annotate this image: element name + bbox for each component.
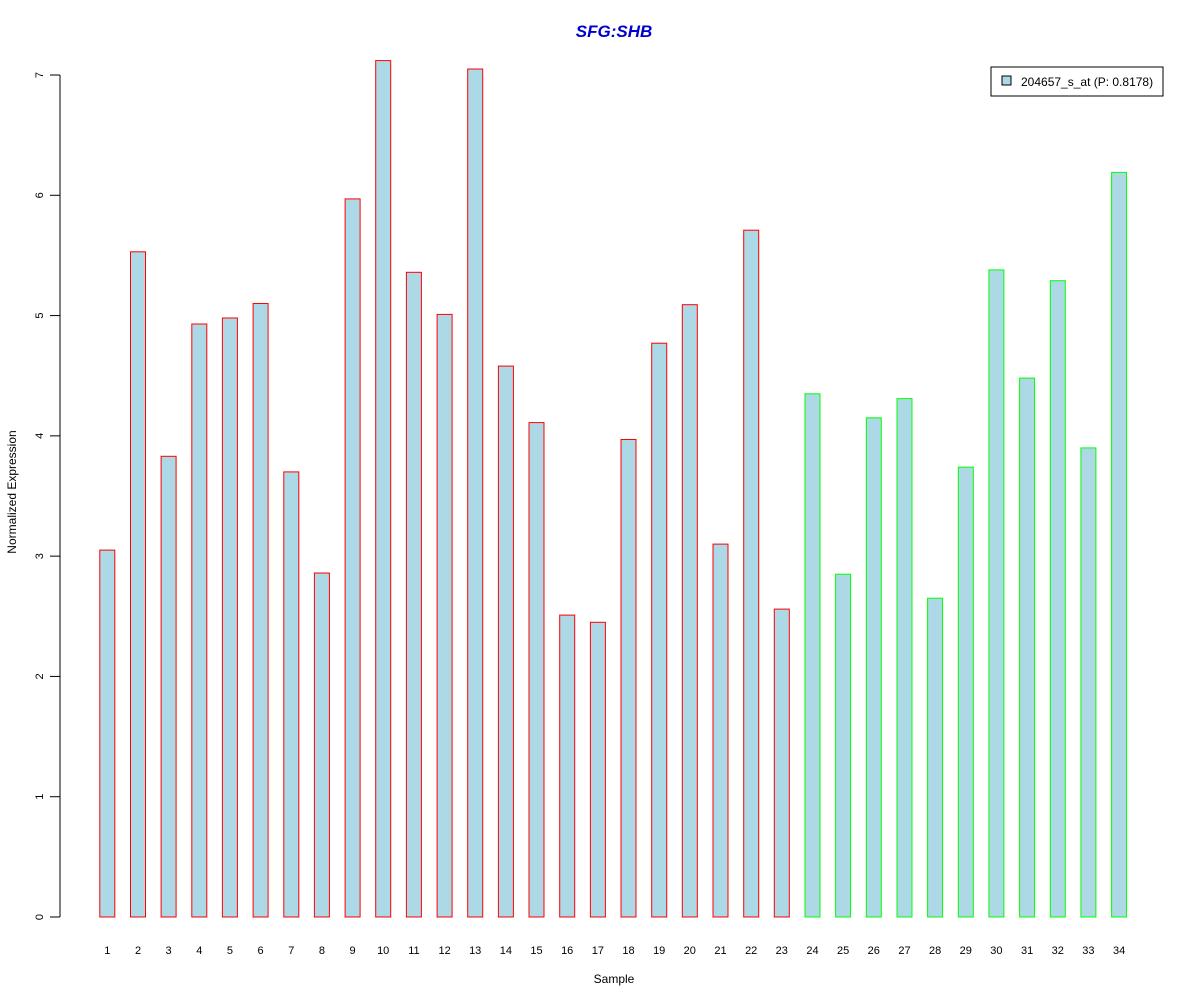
bar-sample-24 xyxy=(804,393,821,918)
bar-sample-9 xyxy=(344,198,361,918)
bar-sample-10 xyxy=(375,60,392,918)
bar-sample-11 xyxy=(405,271,422,918)
x-tick-label: 28 xyxy=(929,945,941,957)
x-tick-label: 19 xyxy=(653,945,665,957)
y-tick-label: 7 xyxy=(34,72,46,78)
bar-sample-26 xyxy=(865,417,882,918)
x-tick-label: 7 xyxy=(288,945,294,957)
y-axis: 0 1 2 3 4 5 6 7 xyxy=(34,72,61,920)
x-tick-label: 31 xyxy=(1021,945,1033,957)
bar-sample-7 xyxy=(283,471,300,918)
bar-sample-25 xyxy=(835,573,852,918)
x-tick-label: 11 xyxy=(408,945,419,957)
bar-sample-12 xyxy=(436,313,453,918)
bars-group xyxy=(99,60,1128,918)
y-axis-label: Normalized Expression xyxy=(5,430,19,553)
bar-sample-29 xyxy=(957,466,974,918)
legend: 204657_s_at (P: 0.8178) xyxy=(990,66,1164,97)
x-axis: 1 2 3 4 5 6 7 8 9 10 11 12 13 14 15 16 17 18 19 20 21 22 23 24 2… xyxy=(104,945,1125,957)
x-tick-label: 13 xyxy=(469,945,481,957)
bar-sample-17 xyxy=(589,621,606,918)
x-tick-label: 16 xyxy=(561,945,573,957)
bar-sample-34 xyxy=(1111,171,1128,918)
bar-sample-27 xyxy=(896,398,913,918)
bar-sample-5 xyxy=(221,317,238,918)
y-tick-label: 6 xyxy=(34,192,46,198)
x-tick-label: 29 xyxy=(960,945,972,957)
bar-sample-4 xyxy=(191,323,208,918)
bar-sample-8 xyxy=(313,572,330,918)
x-tick-label: 2 xyxy=(135,945,141,957)
bar-sample-23 xyxy=(773,608,790,918)
bar-sample-15 xyxy=(528,422,545,918)
x-tick-label: 1 xyxy=(104,945,110,957)
bar-sample-18 xyxy=(620,439,637,918)
bar-sample-33 xyxy=(1080,447,1097,918)
x-tick-label: 34 xyxy=(1113,945,1125,957)
bar-sample-19 xyxy=(651,342,668,918)
x-tick-label: 14 xyxy=(500,945,512,957)
chart-title: SFG:SHB xyxy=(576,22,653,41)
x-tick-label: 3 xyxy=(166,945,172,957)
bar-sample-16 xyxy=(559,614,576,918)
bar-sample-2 xyxy=(130,251,146,918)
bar-sample-31 xyxy=(1019,377,1036,918)
x-tick-label: 32 xyxy=(1052,945,1064,957)
bar-sample-14 xyxy=(497,365,514,918)
bar-sample-21 xyxy=(712,543,729,918)
bar-sample-28 xyxy=(927,597,944,918)
x-tick-label: 26 xyxy=(868,945,880,957)
bar-sample-6 xyxy=(252,303,269,918)
x-tick-label: 4 xyxy=(196,945,202,957)
x-tick-label: 30 xyxy=(990,945,1002,957)
legend-swatch xyxy=(1001,75,1012,86)
x-tick-label: 17 xyxy=(592,945,604,957)
x-tick-label: 5 xyxy=(227,945,233,957)
x-tick-label: 15 xyxy=(530,945,542,957)
x-tick-label: 6 xyxy=(258,945,264,957)
bar-sample-3 xyxy=(160,455,177,918)
x-tick-label: 21 xyxy=(714,945,726,957)
bar-sample-32 xyxy=(1049,280,1066,918)
x-tick-label: 10 xyxy=(377,945,389,957)
bar-sample-13 xyxy=(467,68,484,918)
x-tick-label: 33 xyxy=(1082,945,1094,957)
x-tick-label: 18 xyxy=(622,945,634,957)
legend-label: 204657_s_at (P: 0.8178) xyxy=(1021,75,1153,89)
y-tick-label: 5 xyxy=(34,313,46,319)
x-tick-label: 12 xyxy=(438,945,450,957)
x-tick-label: 25 xyxy=(837,945,849,957)
x-tick-label: 24 xyxy=(806,945,818,957)
x-tick-label: 23 xyxy=(776,945,788,957)
x-tick-label: 27 xyxy=(898,945,910,957)
y-tick-label: 0 xyxy=(34,914,46,920)
x-tick-label: 22 xyxy=(745,945,757,957)
legend-box xyxy=(990,66,1164,97)
bar-sample-20 xyxy=(681,304,698,918)
bar-sample-30 xyxy=(988,269,1005,918)
y-tick-label: 4 xyxy=(34,433,46,439)
x-tick-label: 8 xyxy=(319,945,325,957)
x-tick-label: 20 xyxy=(684,945,696,957)
y-tick-label: 1 xyxy=(34,794,46,800)
y-tick-label: 2 xyxy=(34,673,46,679)
x-axis-label: Sample xyxy=(594,972,635,986)
bar-sample-22 xyxy=(743,229,760,918)
x-tick-label: 9 xyxy=(350,945,356,957)
bar-sample-1 xyxy=(99,549,116,918)
y-tick-label: 3 xyxy=(34,553,46,559)
